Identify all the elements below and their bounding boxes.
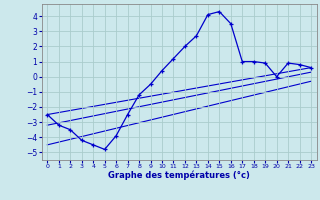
X-axis label: Graphe des températures (°c): Graphe des températures (°c) bbox=[108, 171, 250, 180]
